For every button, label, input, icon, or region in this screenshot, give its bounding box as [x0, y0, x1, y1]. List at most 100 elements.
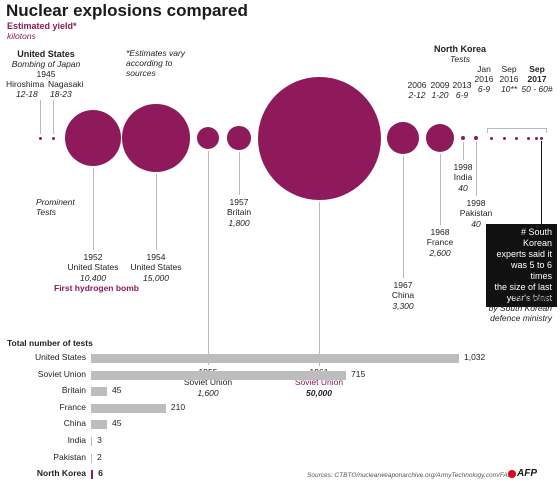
bar-category-label: China — [63, 418, 86, 429]
nk-bracket-tick — [546, 128, 547, 133]
bubble-nk2017 — [539, 136, 543, 140]
nk-label-value-nk2006: 2-12 — [408, 89, 426, 100]
label-hiroshima-value: 12-18 — [16, 89, 38, 99]
bubble-su1961 — [257, 76, 381, 200]
sources-note: Sources: CTBTO/nuclearweaponarchive.org/… — [307, 472, 512, 479]
label-value: 15,000 — [143, 272, 169, 283]
label-us1954: 1954 United States 15,000 — [111, 252, 201, 283]
leader-pk1998 — [476, 142, 477, 196]
label-country: China — [391, 290, 415, 301]
bubble-nk2016a — [526, 136, 530, 140]
bar-category-label: France — [59, 401, 86, 412]
nk-2017-leader — [541, 141, 542, 224]
label-value: 1,600 — [197, 387, 219, 398]
bar — [91, 470, 94, 480]
nk-label-year-nk2016b: 2016 — [499, 73, 519, 84]
nk-label-value-nk2016a: 6-9 — [477, 83, 491, 94]
sk-note-line: was 5 to 6 times — [510, 259, 552, 281]
nk-header-sub: Tests — [449, 54, 470, 64]
bubble-su1955 — [197, 127, 219, 149]
bubble-pk1998 — [473, 135, 479, 141]
afp-logo-mark — [508, 470, 516, 478]
sk-estimate-line: by South Korean — [488, 303, 552, 314]
label-country: United States — [67, 262, 119, 273]
tests-title: Total number of tests — [7, 338, 93, 348]
bubble-nk2016b — [534, 136, 538, 140]
label-year: 1998 — [453, 162, 473, 172]
bubble-nk2013 — [514, 136, 518, 140]
bar-row: Pakistan 2 — [0, 452, 560, 464]
label-country: France — [426, 237, 454, 248]
label-value: 3,300 — [392, 300, 414, 311]
nk-label-year-nk2013: 2013 — [452, 79, 472, 90]
bar-row: Britain 45 — [0, 385, 560, 397]
sk-note-box: # South Korean experts said it was 5 to … — [486, 224, 557, 307]
label-value: 10,400 — [80, 272, 106, 283]
bubble-br1957 — [227, 126, 251, 150]
bar-value-label: 6 — [98, 468, 103, 479]
estimates-note-line: *Estimates vary — [126, 48, 186, 58]
bar — [91, 387, 107, 397]
nk-bracket-tick — [487, 128, 488, 133]
bar-value-label: 715 — [351, 368, 366, 379]
nk-label-month-nk2017: Sep — [529, 64, 545, 74]
usa-header-country: United States — [17, 49, 75, 59]
estimates-note-line: sources — [126, 67, 156, 78]
leader-hiroshima — [40, 100, 41, 134]
bar-row: North Korea 6 — [0, 468, 560, 480]
legend-label: Estimated yield* — [7, 21, 77, 31]
label-value: 40 — [458, 182, 468, 193]
label-pk1998: 1998 Pakistan 40 — [431, 198, 521, 229]
bar-category-label: Britain — [61, 385, 86, 396]
bubble-nk2006 — [489, 136, 493, 140]
bar — [91, 453, 92, 463]
label-country: Soviet Union — [183, 377, 233, 388]
sk-note-line: year's blast — [506, 292, 552, 303]
label-value: 1,800 — [228, 217, 250, 228]
label-year: 1968 — [430, 227, 450, 237]
label-year: 1952 — [83, 252, 103, 262]
bar — [91, 420, 107, 430]
bar-row: France 210 — [0, 402, 560, 414]
leader-in1998 — [463, 142, 464, 160]
bubble-us1952 — [65, 110, 122, 167]
nk-label-value-nk2009: 1-20 — [431, 89, 449, 100]
bar-row: China 45 — [0, 418, 560, 430]
bar-value-label: 45 — [112, 385, 122, 396]
label-value: 50,000 — [306, 387, 332, 398]
leader-br1957 — [239, 152, 240, 195]
usa-header-year: 1945 — [36, 69, 56, 79]
label-nagasaki-value: 18-23 — [50, 89, 72, 99]
first-hydrogen-bomb-label: First hydrogen bomb — [54, 283, 139, 293]
leader-cn1967 — [403, 156, 404, 278]
label-cn1967: 1967 China 3,300 — [358, 280, 448, 311]
bar — [91, 370, 346, 380]
label-in1998: 1998 India 40 — [418, 162, 508, 193]
nk-label-month-nk2016a: Jan — [477, 64, 491, 74]
leader-nagasaki — [53, 100, 54, 134]
label-country: United States — [130, 262, 182, 273]
bar-category-label: North Korea — [36, 468, 86, 479]
bar-row: United States 1,032 — [0, 352, 560, 364]
sk-estimate-line: defence ministry — [490, 313, 552, 324]
bar-value-label: 3 — [97, 435, 102, 445]
bubble-hiroshima — [38, 136, 42, 140]
label-br1957: 1957 Britain 1,800 — [194, 197, 284, 228]
nk-label-month-nk2016b: Sep — [501, 64, 517, 74]
sk-note-line: the size of last — [494, 281, 552, 292]
label-year: 1967 — [393, 280, 413, 290]
leader-fr1968 — [440, 154, 441, 225]
label-year: 1957 — [229, 197, 249, 207]
nk-bracket-line — [487, 128, 547, 129]
estimates-note-line: according to — [126, 57, 173, 68]
leader-su1961 — [319, 202, 320, 366]
label-us1952: 1952 United States 10,400 — [48, 252, 138, 283]
label-fr1968: 1968 France 2,600 — [395, 227, 485, 258]
prominent-line: Tests — [36, 207, 57, 218]
bar-category-label: Pakistan — [53, 451, 86, 462]
bubble-nk2009 — [502, 136, 506, 140]
bar-category-label: India — [67, 435, 86, 445]
prominent-tests-label: Prominent Tests — [36, 197, 75, 217]
nk-label-year-nk2006: 2006 — [407, 79, 427, 90]
nk-label-year-nk2017: 2017 — [527, 73, 547, 84]
